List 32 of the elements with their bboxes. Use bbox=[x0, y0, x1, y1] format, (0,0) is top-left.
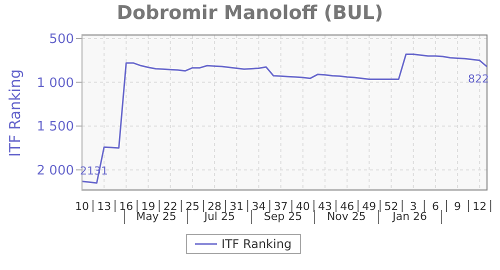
x-tick-label: 22 bbox=[163, 200, 178, 213]
text: May 25 bbox=[136, 210, 176, 223]
x-tick-label: 31 bbox=[230, 200, 244, 213]
x-tick-label: 25 bbox=[185, 200, 200, 213]
x-tick-label: 28 bbox=[208, 200, 222, 213]
text: Nov 25 bbox=[314, 210, 378, 224]
x-tick-label: 49 bbox=[362, 200, 376, 213]
x-tick-label: 10 bbox=[75, 200, 89, 213]
x-tick-label: 43 bbox=[318, 200, 332, 213]
y-tick-label: 500 bbox=[49, 32, 74, 48]
x-tick-label: 9 bbox=[454, 200, 462, 213]
x-tick-label: 6 bbox=[432, 200, 439, 213]
x-tick-label: 12 bbox=[472, 200, 487, 213]
x-tick-label: 46 bbox=[340, 200, 354, 213]
legend-label: ITF Ranking bbox=[221, 237, 292, 251]
y-tick-label: 1 000 bbox=[36, 76, 74, 91]
x-tick-label: 34 bbox=[252, 200, 266, 213]
x-tick-label: 19 bbox=[141, 200, 156, 213]
y-axis-title: ITF Ranking bbox=[6, 68, 24, 156]
x-tick-label: 37 bbox=[274, 200, 288, 213]
x-tick-label: 40 bbox=[296, 200, 310, 213]
x-tick-label: 16 bbox=[119, 200, 134, 213]
text: Sep 25 bbox=[250, 210, 314, 224]
x-tick-label: 3 bbox=[410, 200, 417, 213]
x-tick-label: 13 bbox=[97, 200, 112, 213]
line-series bbox=[82, 54, 487, 184]
y-tick-label: 1 500 bbox=[36, 120, 74, 135]
y-tick-label: 2 000 bbox=[36, 163, 74, 178]
chart-title: Dobromir Manoloff (BUL) bbox=[116, 2, 384, 24]
x-tick-label: 52 bbox=[384, 200, 398, 213]
text: Jul 25 bbox=[204, 210, 235, 223]
text: Jan 26 bbox=[392, 210, 428, 223]
